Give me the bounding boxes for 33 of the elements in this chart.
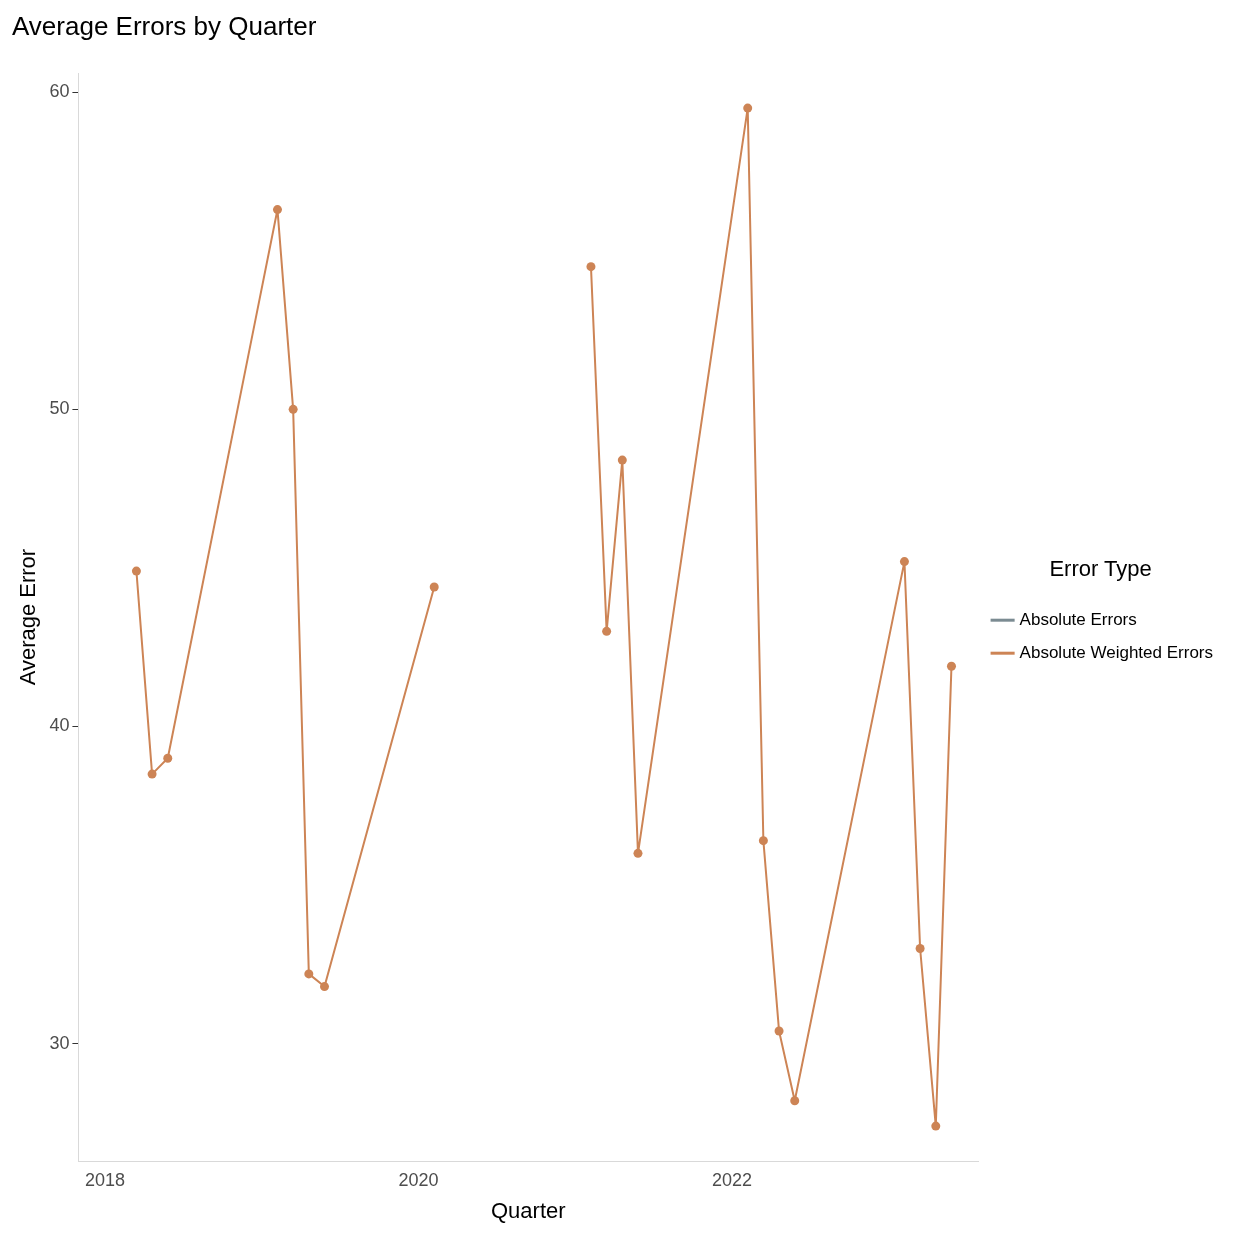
y-tick-label: 40 [49, 715, 70, 736]
legend-title: Error Type [1049, 556, 1152, 582]
legend-label: Absolute Errors [1019, 609, 1137, 629]
x-tick-label: 2018 [85, 1169, 126, 1190]
point [429, 582, 439, 592]
point [931, 1121, 941, 1131]
point [758, 836, 768, 846]
point [163, 753, 173, 763]
point [946, 661, 956, 671]
y-tick-label: 60 [49, 81, 70, 102]
point [743, 103, 753, 113]
x-tick-label: 2022 [712, 1169, 753, 1190]
point [633, 848, 643, 858]
point [320, 982, 329, 992]
y-axis-title: Average Error [15, 548, 41, 686]
point [304, 969, 314, 979]
chart-title: Average Errors by Quarter [12, 10, 317, 41]
x-axis-title: Quarter [490, 1197, 566, 1223]
point [272, 205, 282, 215]
point [899, 557, 909, 567]
point [790, 1096, 800, 1106]
legend-label: Absolute Weighted Errors [1019, 642, 1214, 662]
point [131, 566, 141, 576]
y-tick-label: 30 [49, 1032, 70, 1053]
point [915, 944, 925, 954]
y-tick-label: 50 [49, 398, 70, 419]
point [774, 1026, 784, 1036]
x-tick-label: 2020 [398, 1169, 439, 1190]
point [147, 769, 157, 779]
point [602, 626, 612, 636]
point [586, 262, 596, 272]
point [288, 404, 298, 414]
point [617, 455, 627, 465]
